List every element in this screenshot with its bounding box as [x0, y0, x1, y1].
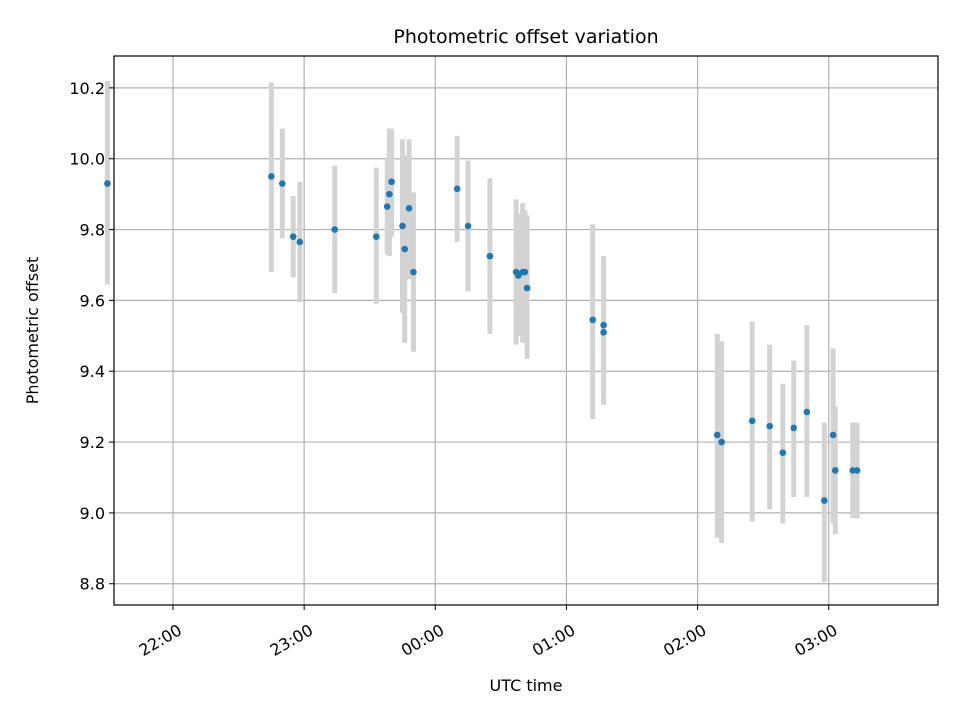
data-point	[289, 233, 297, 240]
y-tick-label: 9.8	[80, 221, 105, 240]
plot-frame	[113, 55, 939, 606]
data-point	[268, 173, 275, 180]
y-axis-ticks: 8.8 9.0 9.2 9.4 9.6 9.8 10.0 10.2	[69, 79, 114, 594]
data-point	[515, 272, 522, 279]
data-point	[401, 245, 408, 253]
data-point	[748, 417, 756, 425]
data-point	[278, 180, 286, 187]
y-tick-label: 10.2	[69, 79, 105, 98]
data-point	[521, 268, 529, 276]
data-point	[104, 180, 111, 187]
x-tick-label: 02:00	[660, 620, 709, 660]
data-point	[372, 233, 380, 240]
data-point	[331, 226, 339, 233]
y-tick-label: 9.0	[80, 504, 105, 523]
data-point	[464, 222, 472, 230]
y-tick-label: 9.6	[80, 291, 105, 310]
x-axis-label: UTC time	[490, 676, 563, 695]
data-point	[399, 222, 406, 230]
data-point	[589, 316, 596, 324]
x-tick-label: 03:00	[791, 620, 840, 660]
x-tick-label: 00:00	[398, 620, 447, 660]
data-point	[831, 467, 839, 474]
data-point	[386, 190, 393, 198]
data-point	[821, 497, 828, 504]
data-point	[410, 268, 417, 276]
x-axis-ticks: 22:00 23:00 00:00 01:00 02:00 03:00	[136, 605, 841, 660]
chart-title: Photometric offset variation	[393, 26, 658, 48]
data-point	[600, 328, 607, 336]
data-point	[405, 205, 413, 212]
x-tick-label: 01:00	[529, 620, 578, 660]
data-point	[718, 438, 725, 446]
y-tick-label: 10.0	[69, 150, 105, 169]
y-axis-label: Photometric offset	[23, 257, 42, 405]
data-point	[296, 238, 304, 246]
data-point	[600, 321, 607, 329]
data-point	[383, 203, 391, 210]
y-tick-label: 9.2	[80, 433, 105, 452]
data-point	[486, 252, 494, 260]
data-point	[803, 408, 811, 416]
data-point	[713, 431, 721, 439]
x-tick-label: 22:00	[136, 620, 185, 660]
y-tick-label: 8.8	[80, 575, 105, 594]
data-point	[766, 422, 774, 430]
error-bars	[104, 80, 860, 582]
x-tick-label: 23:00	[267, 620, 316, 660]
data-point	[829, 431, 837, 439]
data-point	[453, 185, 461, 193]
data-points	[104, 173, 861, 504]
data-point	[790, 424, 798, 432]
grid-lines	[114, 56, 938, 605]
y-tick-label: 9.4	[80, 362, 105, 381]
data-point	[853, 467, 861, 474]
data-point	[523, 284, 531, 292]
data-point	[388, 178, 395, 186]
data-point	[779, 449, 787, 456]
